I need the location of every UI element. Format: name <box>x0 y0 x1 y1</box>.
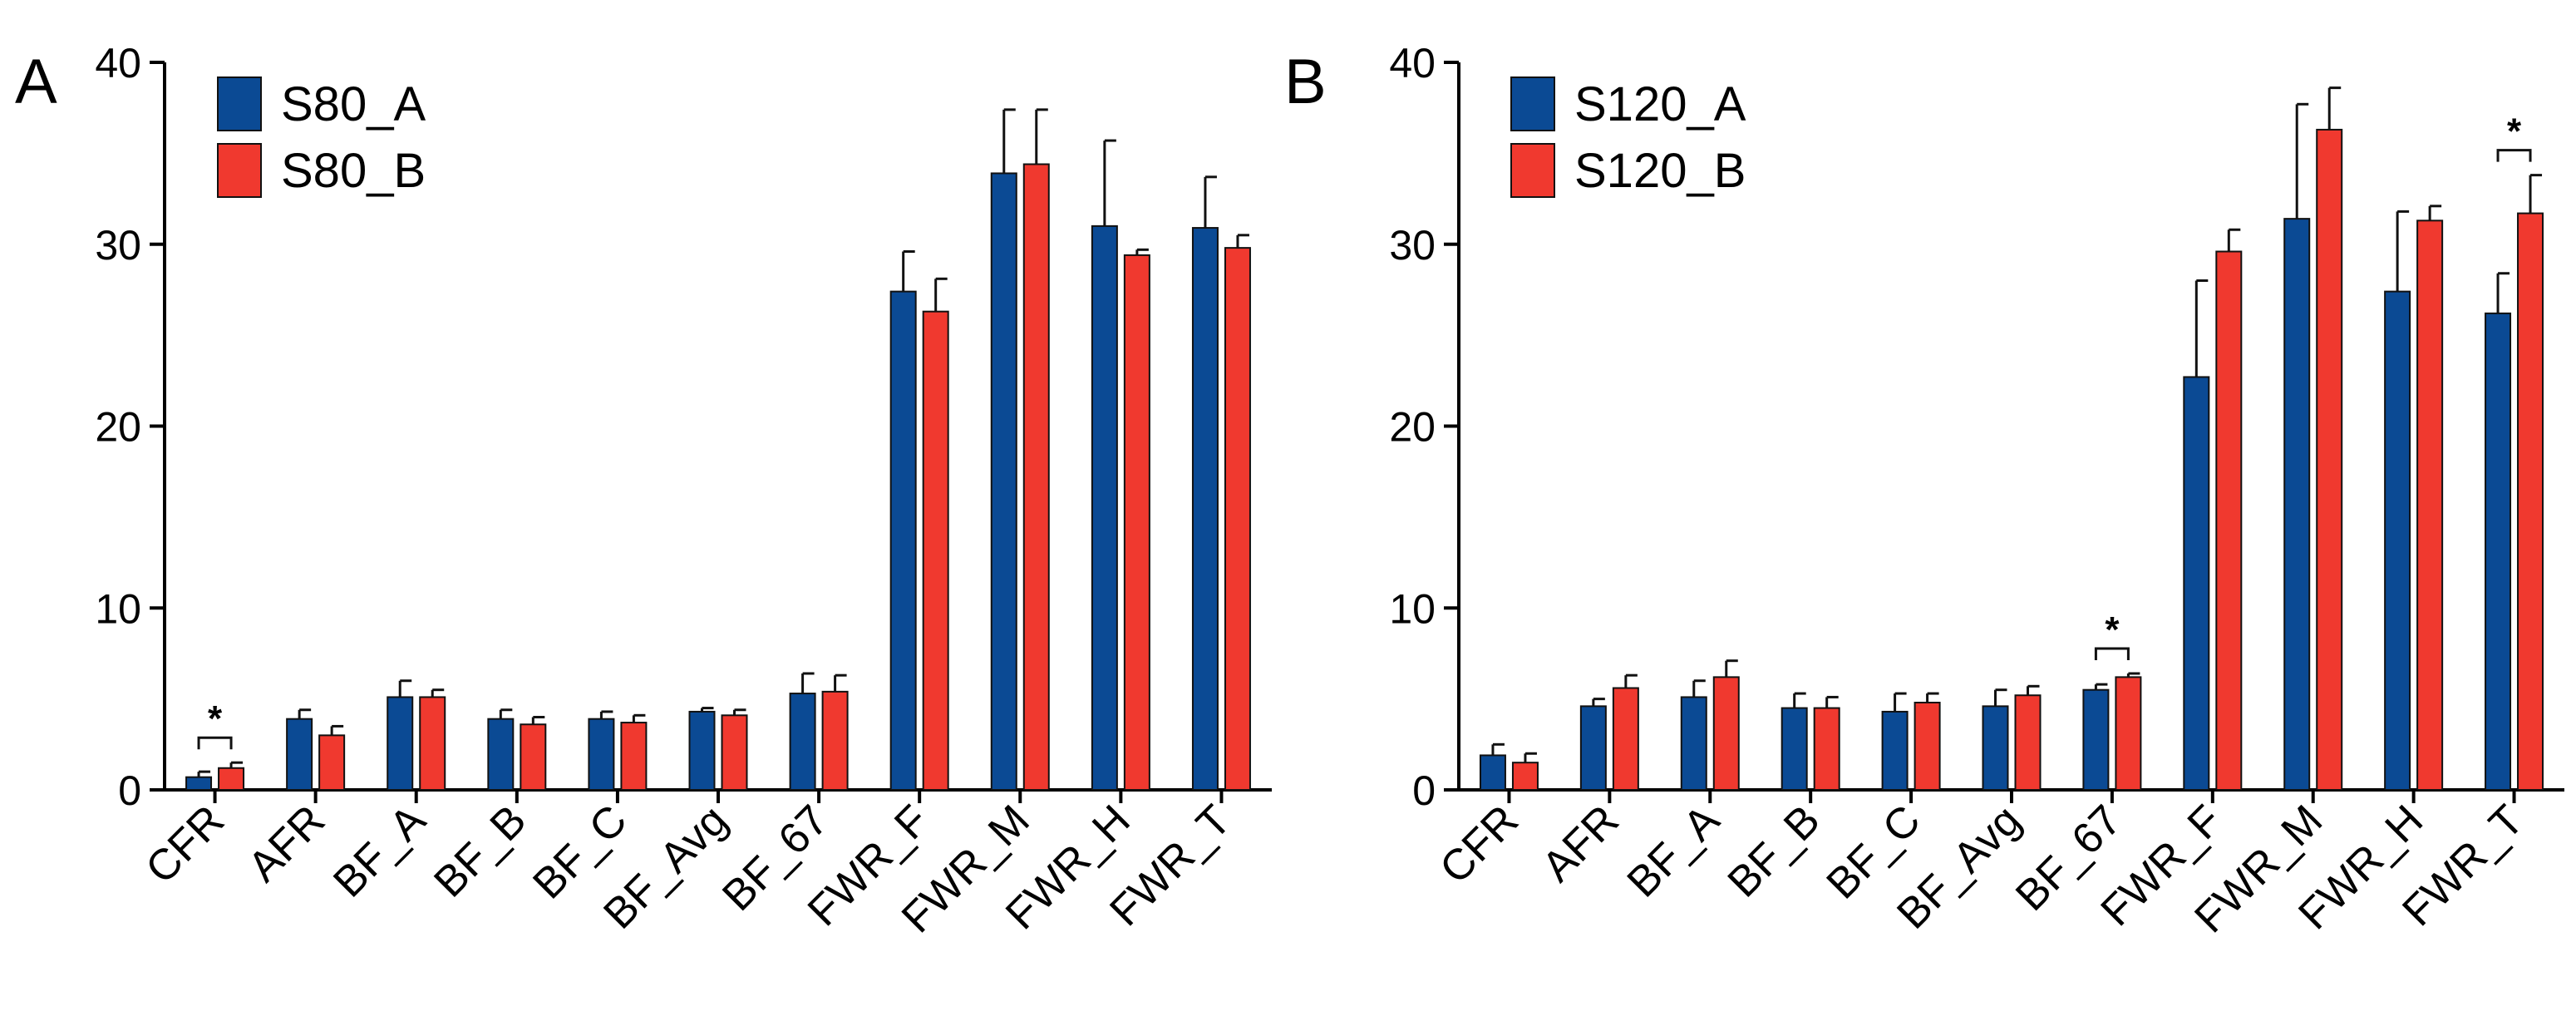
bar-s80-b <box>922 310 949 791</box>
category-label: BF_B <box>1719 796 1830 906</box>
bar-s80-a <box>688 710 716 791</box>
category-label: BF_A <box>324 796 435 906</box>
y-tick-label: 0 <box>118 767 141 814</box>
bar-s80-a <box>789 693 816 791</box>
bar-s80-a <box>1191 227 1219 791</box>
legend-label: S80_A <box>281 77 426 131</box>
bar-s120-b <box>1914 702 1941 791</box>
significance-bracket <box>197 736 233 750</box>
bar-s80-a <box>487 718 515 791</box>
y-tick-label: 20 <box>1389 404 1436 451</box>
significance-bracket <box>2496 149 2532 162</box>
legend-label: S120_B <box>1574 144 1746 198</box>
bar-s120-a <box>2384 290 2411 791</box>
bar-s120-b <box>2517 212 2544 791</box>
y-tick-label: 20 <box>95 404 141 451</box>
bar-s120-a <box>1781 707 1808 791</box>
bar-s120-b <box>1511 762 1539 791</box>
panel-a-letter: A <box>15 47 57 117</box>
category-label: CFR <box>1431 796 1528 893</box>
bar-s120-b <box>2115 676 2142 791</box>
bar-s80-b <box>1123 254 1150 791</box>
bar-s120-b <box>2416 220 2444 791</box>
bar-s120-b <box>2014 694 2042 791</box>
bar-s80-a <box>588 718 615 791</box>
significance-star: * <box>2105 609 2120 650</box>
y-tick-label: 40 <box>1389 40 1436 86</box>
bar-s80-a <box>185 776 213 791</box>
bar-s120-a <box>1479 754 1506 791</box>
bar-s120-a <box>1881 710 1909 791</box>
bar-s80-b <box>419 696 446 791</box>
bar-s120-a <box>2183 376 2210 791</box>
bar-s120-b <box>1712 676 1740 791</box>
legend-swatch <box>217 143 262 198</box>
category-label: BF_B <box>425 796 535 906</box>
bar-s120-a <box>1982 705 2009 791</box>
bar-s80-b <box>218 767 245 791</box>
significance-star: * <box>2507 111 2522 152</box>
bar-s120-a <box>1579 705 1607 791</box>
bar-s80-b <box>821 690 849 791</box>
bar-s120-b <box>1813 707 1840 791</box>
bar-s80-b <box>520 723 547 791</box>
legend-label: S120_A <box>1574 77 1746 131</box>
y-tick-label: 30 <box>1389 222 1436 269</box>
bar-s80-a <box>286 718 313 791</box>
category-label: AFR <box>239 796 335 891</box>
y-tick-label: 10 <box>1389 585 1436 632</box>
y-tick-label: 40 <box>95 40 141 86</box>
bar-s120-a <box>2485 312 2512 791</box>
bar-s80-a <box>387 696 414 791</box>
bar-s120-b <box>2316 128 2343 791</box>
category-label: CFR <box>136 796 234 893</box>
y-tick-label: 30 <box>95 222 141 269</box>
category-label: AFR <box>1533 796 1628 891</box>
bar-s120-b <box>2215 250 2243 791</box>
bar-s80-a <box>889 290 917 791</box>
bar-s120-b <box>1612 687 1639 791</box>
legend-swatch <box>1510 76 1555 131</box>
y-tick-label: 10 <box>95 585 141 632</box>
significance-star: * <box>208 698 223 739</box>
bar-s120-a <box>2082 688 2110 791</box>
bar-s80-b <box>721 714 748 791</box>
bar-s120-a <box>2283 218 2311 791</box>
bar-s120-a <box>1680 696 1707 791</box>
category-label: BF_A <box>1618 796 1729 906</box>
legend-swatch <box>1510 143 1555 198</box>
legend-swatch <box>217 76 262 131</box>
y-tick-label: 0 <box>1412 767 1436 814</box>
bar-s80-b <box>620 722 648 791</box>
bar-s80-b <box>1224 247 1251 791</box>
bar-s80-a <box>1091 224 1118 791</box>
significance-bracket <box>2094 647 2130 660</box>
panel-b-letter: B <box>1284 47 1327 117</box>
bar-s80-a <box>990 172 1017 791</box>
bar-s80-b <box>1022 163 1050 791</box>
bar-s80-b <box>318 734 346 791</box>
legend-label: S80_B <box>281 144 426 198</box>
